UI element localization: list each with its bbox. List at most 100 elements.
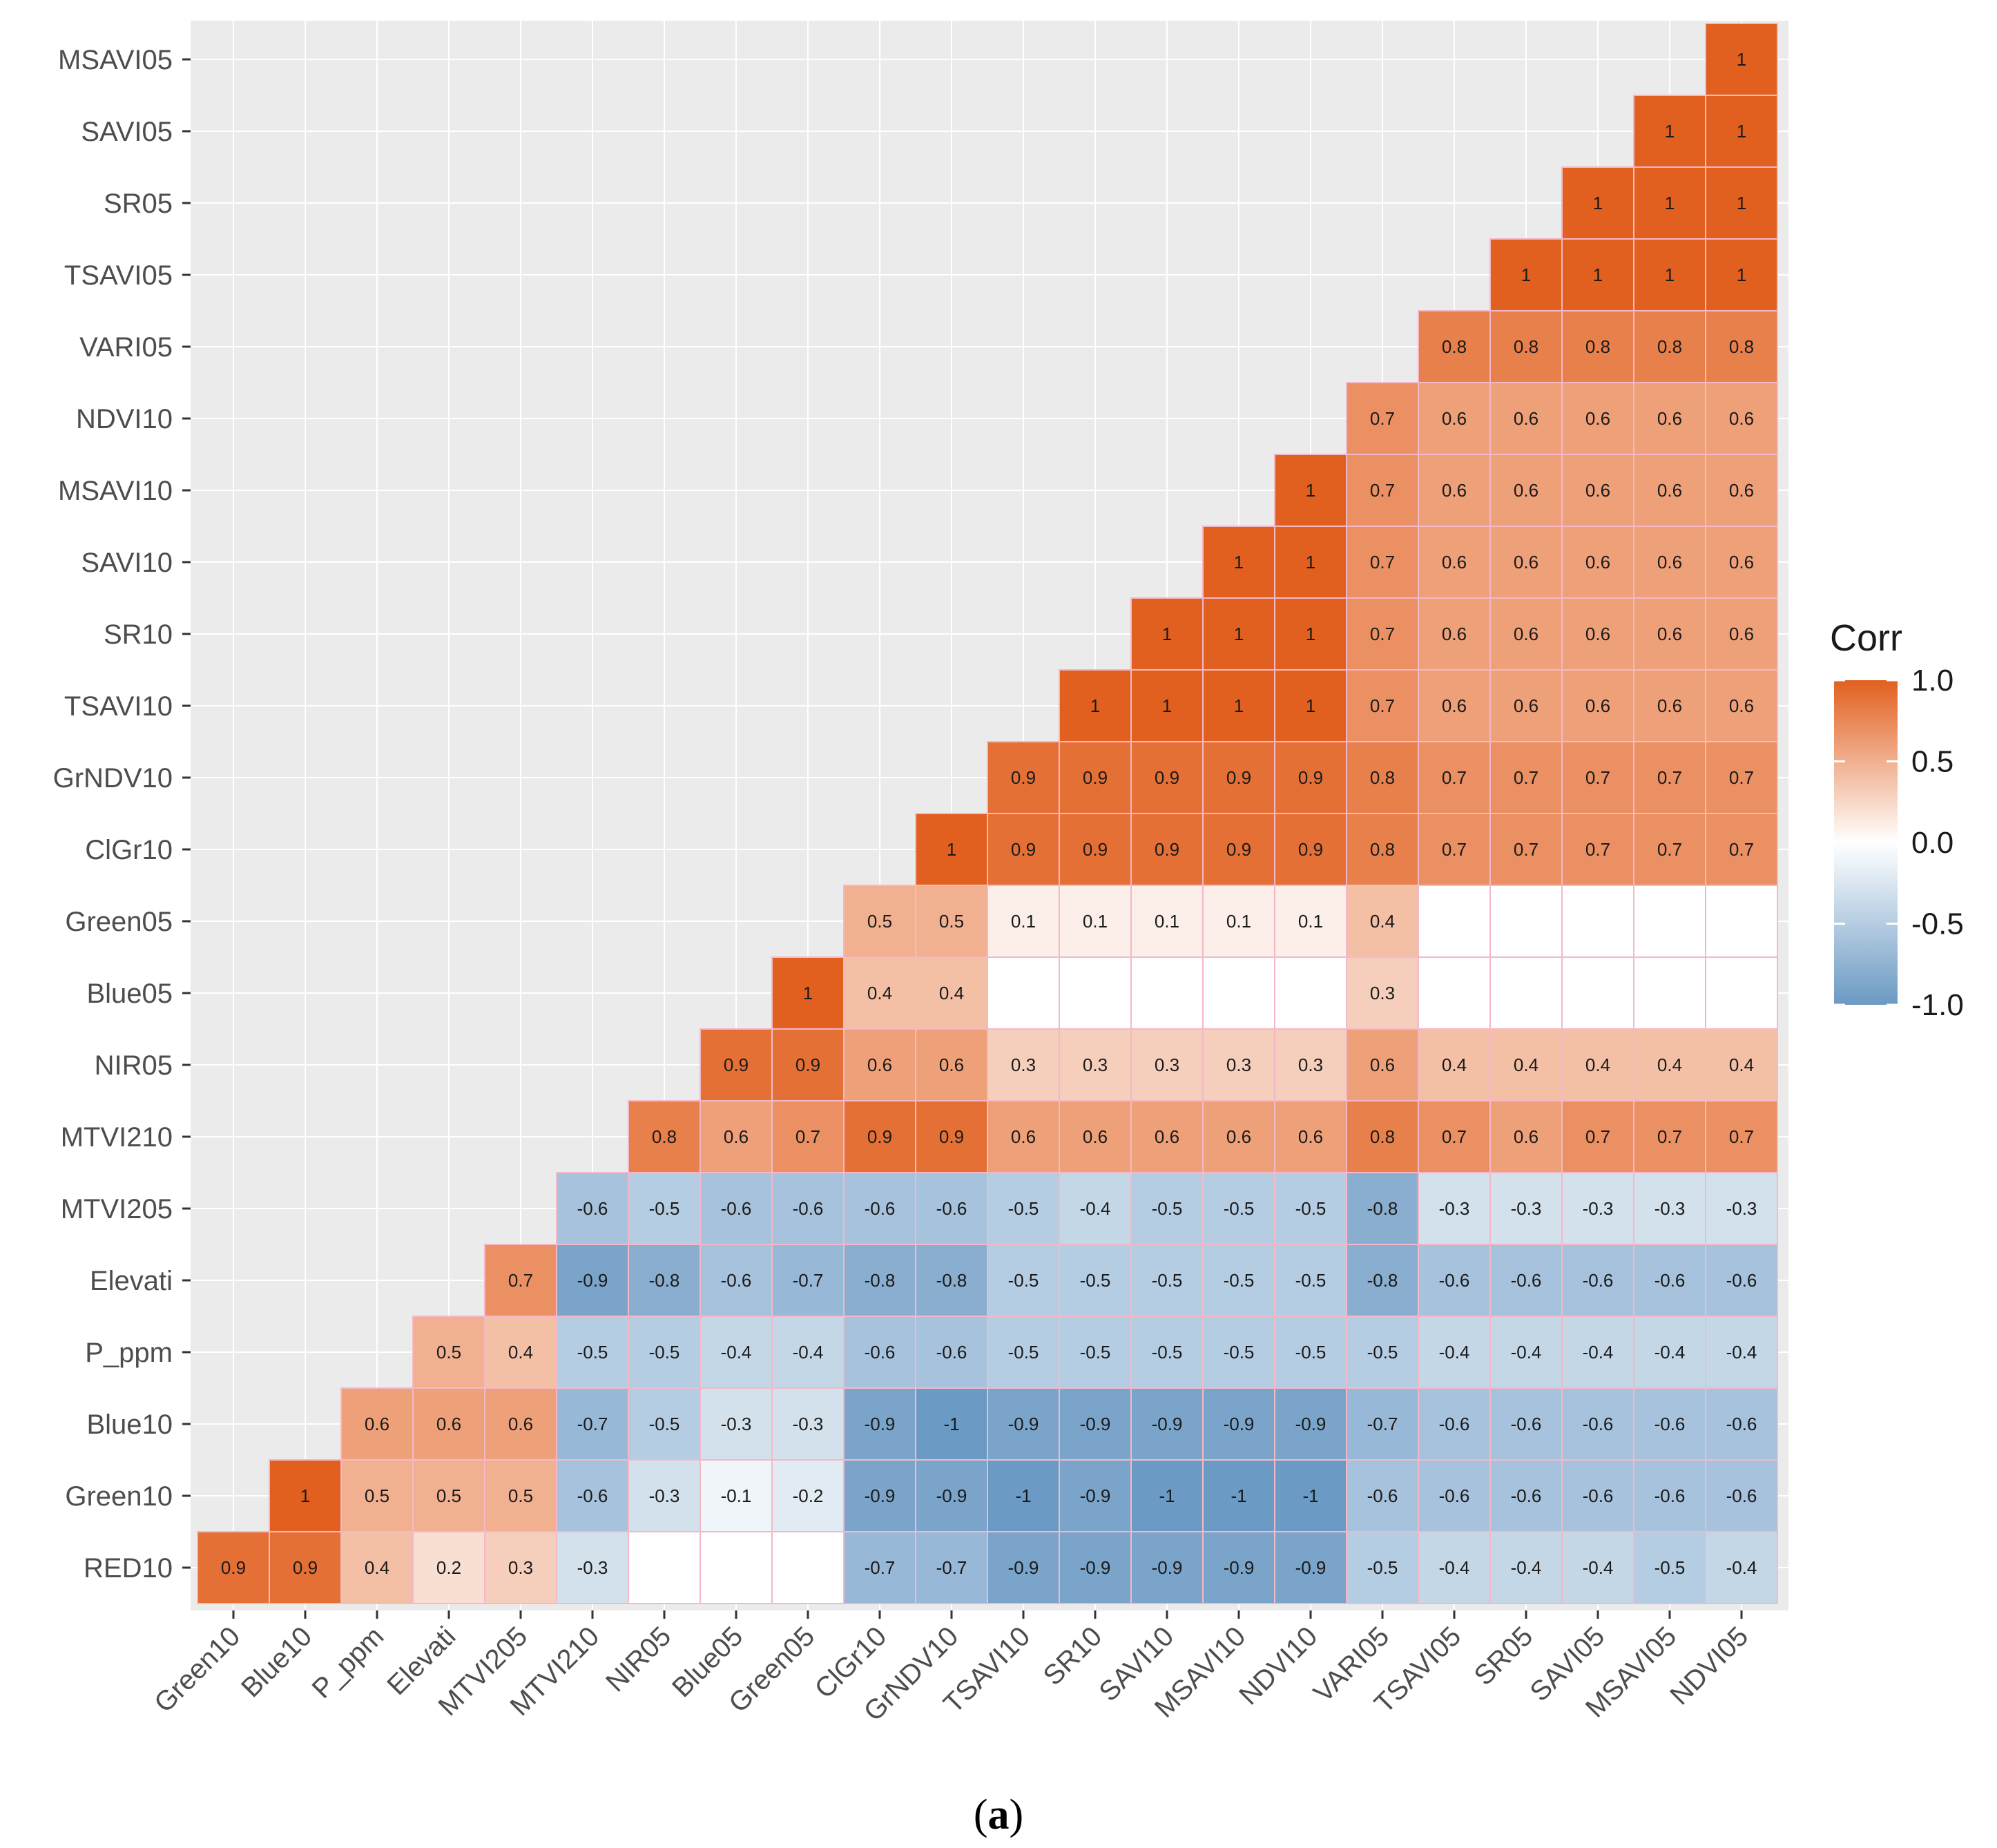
heatmap-cell — [1705, 1172, 1778, 1245]
heatmap-cell — [1705, 95, 1778, 168]
heatmap-cell — [1705, 382, 1778, 455]
cell-value-label: 0.7 — [1657, 1126, 1682, 1147]
heatmap-cell — [1561, 1100, 1634, 1173]
cell-value-label: -0.7 — [865, 1557, 896, 1578]
heatmap-cell — [1561, 956, 1634, 1030]
cell-value-label: -1 — [1302, 1485, 1318, 1506]
heatmap-cell — [1346, 956, 1419, 1030]
heatmap-cell — [1561, 1531, 1634, 1604]
heatmap-cell — [1633, 95, 1706, 168]
cell-value-label: -0.5 — [1295, 1198, 1326, 1219]
cell-value-label: 0.9 — [939, 1126, 964, 1147]
cell-value-label: -0.5 — [1224, 1270, 1255, 1291]
heatmap-cell — [1202, 526, 1275, 599]
cell-value-label: -0.5 — [649, 1198, 680, 1219]
cell-value-label: 0.7 — [1585, 839, 1610, 860]
cell-value-label: -0.6 — [865, 1198, 896, 1219]
heatmap-cell — [1633, 454, 1706, 527]
cell-value-label: 0.6 — [1657, 408, 1682, 429]
cell-value-label: 0.6 — [1585, 695, 1610, 716]
cell-value-label: -0.7 — [936, 1557, 967, 1578]
cell-value-label: 1 — [1665, 193, 1675, 213]
cell-value-label: 1 — [1306, 695, 1315, 716]
cell-value-label: 0.6 — [1442, 624, 1467, 644]
heatmap-cell — [1633, 956, 1706, 1030]
cell-value-label: 1 — [1162, 695, 1172, 716]
heatmap-cell — [1561, 238, 1634, 311]
heatmap-cell — [1059, 1387, 1132, 1461]
y-tick-label: GrNDV10 — [53, 763, 173, 793]
heatmap-cell — [1346, 885, 1419, 958]
heatmap-cell — [700, 1459, 773, 1532]
heatmap-cell — [628, 1531, 701, 1604]
heatmap-cells — [197, 23, 1778, 1604]
cell-value-label: 0.6 — [1514, 408, 1538, 429]
heatmap-cell — [1705, 669, 1778, 742]
cell-value-label: 0.8 — [1585, 336, 1610, 357]
cell-value-label: -1 — [1015, 1485, 1031, 1506]
cell-value-label: -0.6 — [721, 1270, 752, 1291]
cell-value-label: -0.5 — [649, 1414, 680, 1434]
heatmap-cell — [1274, 741, 1347, 814]
cell-value-label: 0.6 — [1226, 1126, 1251, 1147]
cell-value-label: -0.5 — [1152, 1270, 1183, 1291]
heatmap-cell — [1489, 669, 1563, 742]
cell-value-label: -0.1 — [721, 1485, 752, 1506]
heatmap-cell — [1561, 741, 1634, 814]
heatmap-cell — [1274, 669, 1347, 742]
cell-value-label: 0.7 — [508, 1270, 533, 1291]
y-tick-label: TSAVI05 — [64, 260, 173, 291]
heatmap-cell — [915, 813, 988, 886]
heatmap-cell — [843, 956, 916, 1030]
cell-value-label: -0.7 — [1367, 1414, 1398, 1434]
cell-value-label: 0.7 — [1585, 1126, 1610, 1147]
heatmap-cell — [771, 1028, 845, 1101]
cell-value-label: -0.6 — [1511, 1270, 1542, 1291]
heatmap-cell — [1489, 956, 1563, 1030]
cell-value-label: -0.6 — [1726, 1270, 1757, 1291]
heatmap-cell — [1418, 1100, 1491, 1173]
heatmap-cell — [1130, 885, 1204, 958]
heatmap-cell — [1633, 310, 1706, 383]
heatmap-cell — [556, 1172, 629, 1245]
cell-value-label: 0.6 — [1729, 624, 1754, 644]
cell-value-label: -0.6 — [1439, 1270, 1470, 1291]
heatmap-cell — [628, 1459, 701, 1532]
cell-value-label: 1 — [300, 1485, 310, 1506]
cell-value-label: -0.2 — [793, 1485, 824, 1506]
cell-value-label: 0.7 — [1370, 552, 1395, 572]
heatmap-cell — [987, 1100, 1060, 1173]
cell-value-label: 0.7 — [1442, 767, 1467, 788]
cell-value-label: 0.6 — [508, 1414, 533, 1434]
cell-value-label: 1 — [947, 839, 956, 860]
cell-value-label: 0.6 — [1729, 552, 1754, 572]
cell-value-label: -0.9 — [1224, 1557, 1255, 1578]
heatmap-cell — [1633, 741, 1706, 814]
cell-value-label: 0.1 — [1298, 911, 1323, 932]
cell-value-label: 0.6 — [1585, 480, 1610, 501]
heatmap-cell — [1705, 1387, 1778, 1461]
cell-value-label: 0.6 — [1657, 552, 1682, 572]
cell-value-label: 0.6 — [1729, 480, 1754, 501]
heatmap-cell — [843, 1531, 916, 1604]
cell-value-label: 1 — [1234, 695, 1244, 716]
heatmap-cell — [1202, 813, 1275, 886]
cell-value-label: 0.1 — [1083, 911, 1108, 932]
cell-value-label: -0.6 — [1654, 1414, 1686, 1434]
cell-value-label: 0.4 — [1442, 1055, 1467, 1075]
cell-value-label: 0.9 — [221, 1557, 246, 1578]
y-tick-label: MTVI210 — [61, 1122, 173, 1153]
cell-value-label: 0.9 — [1011, 767, 1036, 788]
cell-value-label: 0.7 — [1514, 767, 1538, 788]
cell-value-label: -0.3 — [1654, 1198, 1686, 1219]
cell-value-label: 0.6 — [1514, 624, 1538, 644]
cell-value-label: -0.6 — [1726, 1414, 1757, 1434]
cell-value-label: -0.5 — [1654, 1557, 1686, 1578]
heatmap-cell — [1633, 1316, 1706, 1389]
x-tick-label: Green10 — [148, 1621, 246, 1718]
cell-value-label: 0.8 — [1370, 1126, 1395, 1147]
heatmap-cell — [843, 885, 916, 958]
heatmap-cell — [1274, 1172, 1347, 1245]
heatmap-cell — [1633, 1531, 1706, 1604]
